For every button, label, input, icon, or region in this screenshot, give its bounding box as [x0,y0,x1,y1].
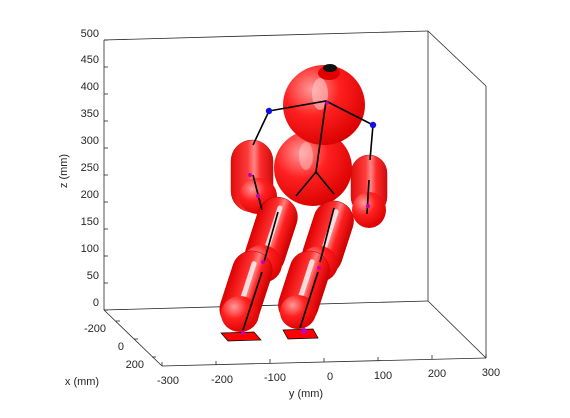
left-foot-plate [220,331,262,342]
box-edge [103,300,429,311]
right-wrist-marker [366,204,370,208]
box-edge [103,30,429,41]
left-elbow-marker [248,173,252,177]
right-thigh-link [319,207,335,263]
box-edge [103,309,163,367]
z-tick-label: 200 [81,189,99,201]
left-thigh-link [263,211,279,263]
right-forearm-link [366,179,370,215]
right-upper-arm-link [369,124,374,161]
y-tick-label: 0 [327,371,333,383]
y-tick-label: -100 [264,372,286,384]
x-axis-label: x (mm) [65,376,99,388]
right-knee-marker [317,266,321,270]
y-axis-label: y (mm) [289,388,323,400]
right-elbow-sphere [352,192,386,228]
x-tick-label: -200 [84,323,106,335]
z-tick-label: 100 [81,243,99,255]
y-tick-label: 300 [482,367,500,379]
left-shin-link [242,271,263,331]
z-tick-label: 300 [81,135,99,147]
box-edge [427,300,487,359]
tick-marks [104,39,487,366]
z-tick-label: 0 [93,297,99,309]
right-leg [278,200,354,329]
left-ankle-sphere [221,296,259,332]
left-shoulder-joint [265,107,273,115]
z-tick-label: 450 [81,54,99,66]
right-ankle-sphere [280,295,316,329]
pelvis-highlight [299,142,313,170]
y-tick-label: 100 [374,370,392,382]
hip-link [295,170,335,197]
z-tick-label: 500 [81,28,99,40]
left-wrist-marker [256,194,260,198]
x-tick-label: 0 [118,341,124,353]
left-knee-marker [261,260,265,264]
chest-marker [325,101,329,105]
y-tick-labels: -300 -200 -100 0 100 200 300 [157,367,500,387]
z-tick-label: 250 [81,162,99,174]
left-upper-arm-link [252,110,270,146]
z-tick-label: 50 [87,270,99,282]
right-shoulder-joint [369,121,377,129]
x-tick-labels: -200 0 200 [84,323,144,371]
z-axis-label: z (mm) [58,154,70,188]
right-foot-plate [282,328,319,340]
head-cap [323,64,337,72]
feet [220,328,319,342]
pelvis-sphere [274,130,352,206]
z-tick-label: 350 [81,108,99,120]
left-foot-marker [241,331,245,335]
right-shin-link [299,271,319,329]
joint-markers [241,101,377,335]
y-tick-label: 200 [428,368,446,380]
skeleton-links [242,100,374,331]
left-leg [219,196,298,332]
z-tick-label: 400 [81,81,99,93]
y-tick-label: -300 [157,375,179,387]
box-edge [427,30,487,87]
right-foot-marker [301,328,307,334]
torso [274,64,365,206]
x-tick-label: 200 [126,359,144,371]
y-tick-label: -200 [211,374,233,386]
spine-link [315,100,327,173]
z-tick-labels: 0 50 100 150 200 250 300 350 400 450 500 [81,28,99,309]
z-tick-label: 150 [81,216,99,228]
left-forearm-link [252,174,263,211]
